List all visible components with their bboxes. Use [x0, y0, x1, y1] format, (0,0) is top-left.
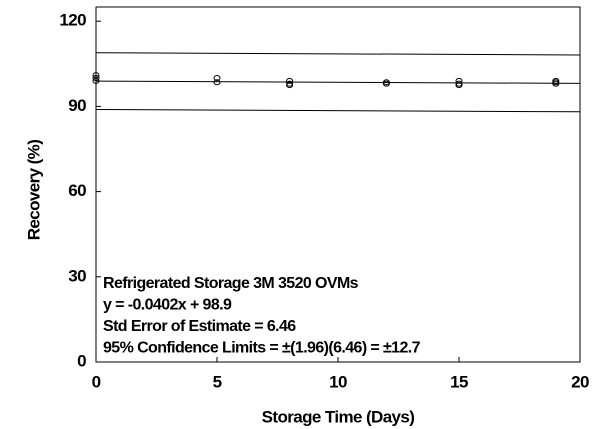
- y-tick-label: 120: [59, 11, 86, 30]
- data-point: [455, 77, 463, 84]
- data-point: [213, 75, 221, 81]
- x-tick-label: 15: [450, 372, 468, 391]
- y-tick-label: 60: [68, 181, 86, 200]
- x-tick-label: 5: [213, 372, 222, 391]
- annotation: Std Error of Estimate = 6.46: [103, 318, 296, 335]
- fit-line: [95, 52, 581, 56]
- y-tick-label: 30: [68, 266, 86, 285]
- annotation: 95% Confidence Limits = ±(1.96)(6.46) = …: [103, 340, 421, 357]
- fit-line: [95, 109, 581, 113]
- x-tick-label: 0: [92, 372, 101, 391]
- annotation: y = -0.0402x + 98.9: [103, 297, 232, 314]
- data-point: [286, 80, 294, 87]
- x-axis-title: Storage Time (Days): [262, 407, 415, 426]
- data-point: [286, 77, 294, 84]
- data-point: [92, 72, 100, 79]
- y-tick-label: 0: [77, 351, 86, 370]
- data-point: [92, 75, 100, 81]
- x-tick-label: 10: [329, 372, 347, 391]
- data-point: [552, 79, 560, 86]
- data-point: [382, 80, 390, 87]
- x-tick-label: 20: [571, 372, 589, 391]
- fit-line: [95, 80, 581, 84]
- data-point: [213, 79, 221, 86]
- y-axis-title: Recovery (%): [24, 140, 43, 241]
- annotation: Refrigerated Storage 3M 3520 OVMs: [103, 275, 359, 292]
- y-tick-label: 90: [68, 96, 86, 115]
